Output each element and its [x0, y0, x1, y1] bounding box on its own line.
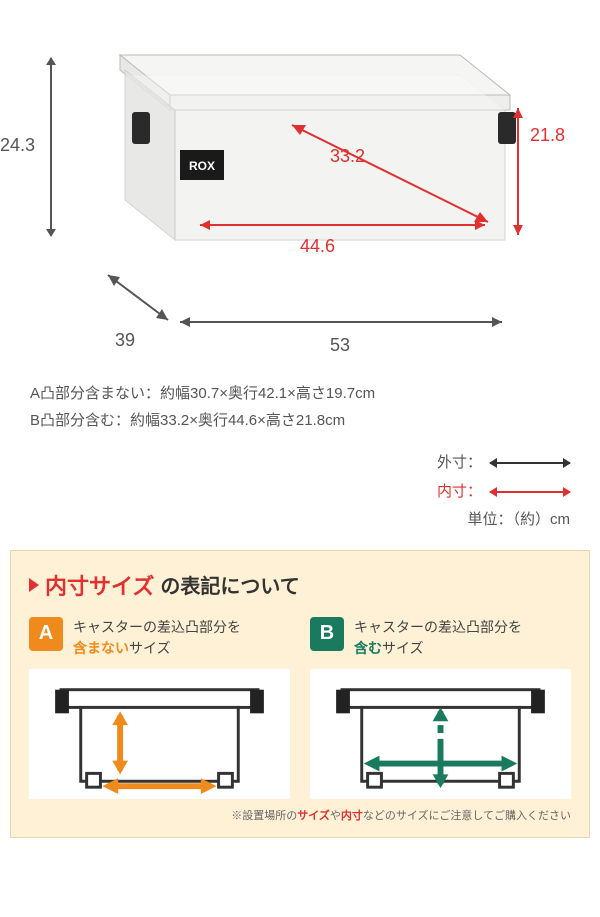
option-b-em: 含む [354, 640, 382, 656]
inner-width-label: 44.6 [300, 236, 335, 257]
footnote-hl2: 内寸 [341, 810, 363, 822]
outer-height-label: 24.3 [0, 135, 35, 156]
dimension-notes: A凸部分含まない：約幅30.7×奥行42.1×高さ19.7cm B凸部分含む：約… [0, 380, 600, 444]
legend-inner-arrow [490, 491, 570, 493]
option-b-badge: B [310, 617, 344, 651]
title-main: 内寸サイズ [45, 569, 154, 601]
note-a: A凸部分含まない：約幅30.7×奥行42.1×高さ19.7cm [30, 380, 570, 407]
legend-outer: 外寸： [30, 449, 570, 478]
option-a-prefix: キャスターの差込凸部分を [73, 619, 241, 635]
option-b-header: B キャスターの差込凸部分を 含むサイズ [310, 617, 571, 659]
note-b: B凸部分含む：約幅33.2×奥行44.6×高さ21.8cm [30, 407, 570, 434]
option-b-suffix: サイズ [382, 640, 424, 656]
size-notation-panel: 内寸サイズの表記について A キャスターの差込凸部分を 含まないサイズ [10, 550, 590, 838]
option-a-header: A キャスターの差込凸部分を 含まないサイズ [29, 617, 290, 659]
inner-depth-label: 33.2 [330, 146, 365, 167]
legend-unit: 単位：（約）cm [30, 506, 570, 535]
inner-height-label: 21.8 [530, 125, 565, 146]
outer-depth-label: 39 [115, 330, 135, 351]
option-a-suffix: サイズ [129, 640, 171, 656]
option-b-prefix: キャスターの差込凸部分を [354, 619, 522, 635]
triangle-bullet-icon [29, 578, 39, 592]
legend-outer-arrow [490, 462, 570, 464]
outer-width-label: 53 [330, 335, 350, 356]
option-a-badge: A [29, 617, 63, 651]
footnote-mid: や [330, 810, 341, 822]
option-a-text: キャスターの差込凸部分を 含まないサイズ [73, 617, 241, 659]
footnote-suffix: などのサイズにご注意してご購入ください [363, 810, 571, 822]
dimension-legend: 外寸： 内寸： 単位：（約）cm [0, 444, 600, 550]
panel-footnote: ※設置場所のサイズや内寸などのサイズにご注意してご購入ください [29, 807, 571, 823]
options-row: A キャスターの差込凸部分を 含まないサイズ [29, 617, 571, 799]
option-a-diagram [29, 669, 290, 799]
footnote-hl1: サイズ [297, 810, 330, 822]
title-suffix: の表記について [160, 570, 299, 599]
legend-outer-label: 外寸： [437, 449, 482, 478]
svg-text:ROX: ROX [189, 159, 215, 173]
option-a-em: 含まない [73, 640, 129, 656]
option-a: A キャスターの差込凸部分を 含まないサイズ [29, 617, 290, 799]
legend-inner-label: 内寸： [437, 478, 482, 507]
footnote-prefix: ※設置場所の [231, 810, 297, 822]
outer-height-arrow [50, 58, 52, 236]
legend-inner: 内寸： [30, 478, 570, 507]
panel-title: 内寸サイズの表記について [29, 569, 571, 601]
product-dimension-area: 24.3 ROX [0, 0, 600, 380]
product-box-illustration: ROX [70, 30, 530, 350]
option-b-diagram [310, 669, 571, 799]
option-b-text: キャスターの差込凸部分を 含むサイズ [354, 617, 522, 659]
option-b: B キャスターの差込凸部分を 含むサイズ [310, 617, 571, 799]
